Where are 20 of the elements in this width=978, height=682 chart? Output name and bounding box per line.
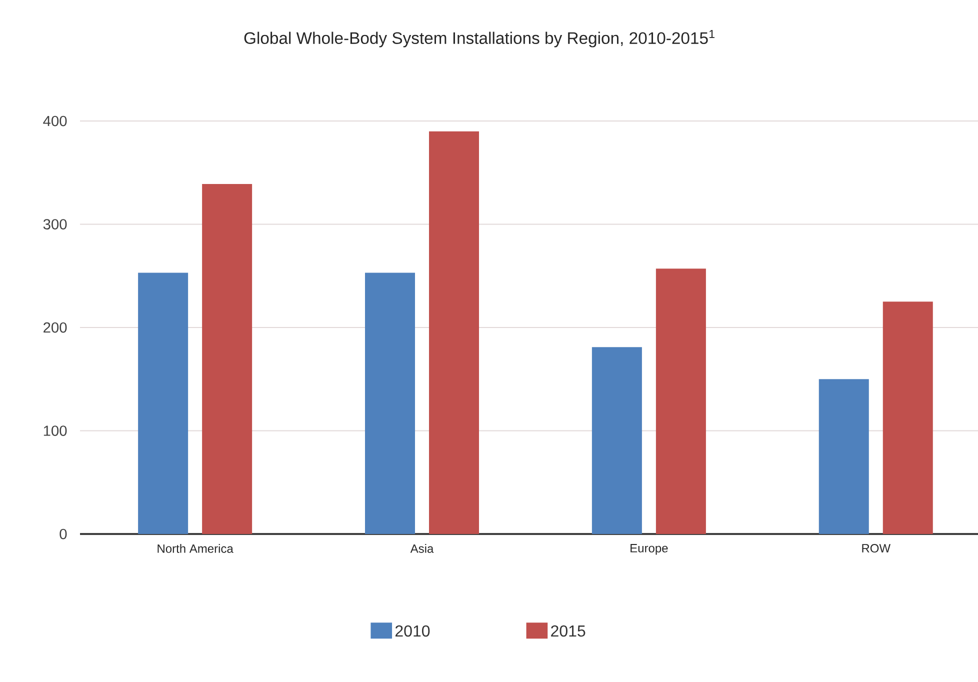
bar xyxy=(429,131,480,534)
bar xyxy=(592,347,642,534)
bar xyxy=(882,302,933,534)
bar xyxy=(138,272,188,534)
y-tick-label: 100 xyxy=(44,426,67,436)
bar xyxy=(202,184,252,534)
bar xyxy=(818,379,869,534)
bar xyxy=(656,268,706,534)
legend-label: 2010 xyxy=(395,625,430,637)
chart-title: Global Whole-Body System Installations by Region, 2010-2015$^{1}$ xyxy=(244,30,714,48)
x-tick-label: Asia xyxy=(410,544,434,553)
x-tick-label: ROW xyxy=(862,544,891,553)
y-tick-label: 300 xyxy=(43,219,67,230)
y-tick-label: 200 xyxy=(44,322,67,333)
y-tick-label: 400 xyxy=(43,116,67,126)
x-tick-label: North America xyxy=(158,544,234,553)
x-tick-label: Europe xyxy=(630,544,668,555)
y-tick-label: 0 xyxy=(60,528,67,540)
legend-label: 2015 xyxy=(551,625,586,637)
bar xyxy=(365,272,416,534)
